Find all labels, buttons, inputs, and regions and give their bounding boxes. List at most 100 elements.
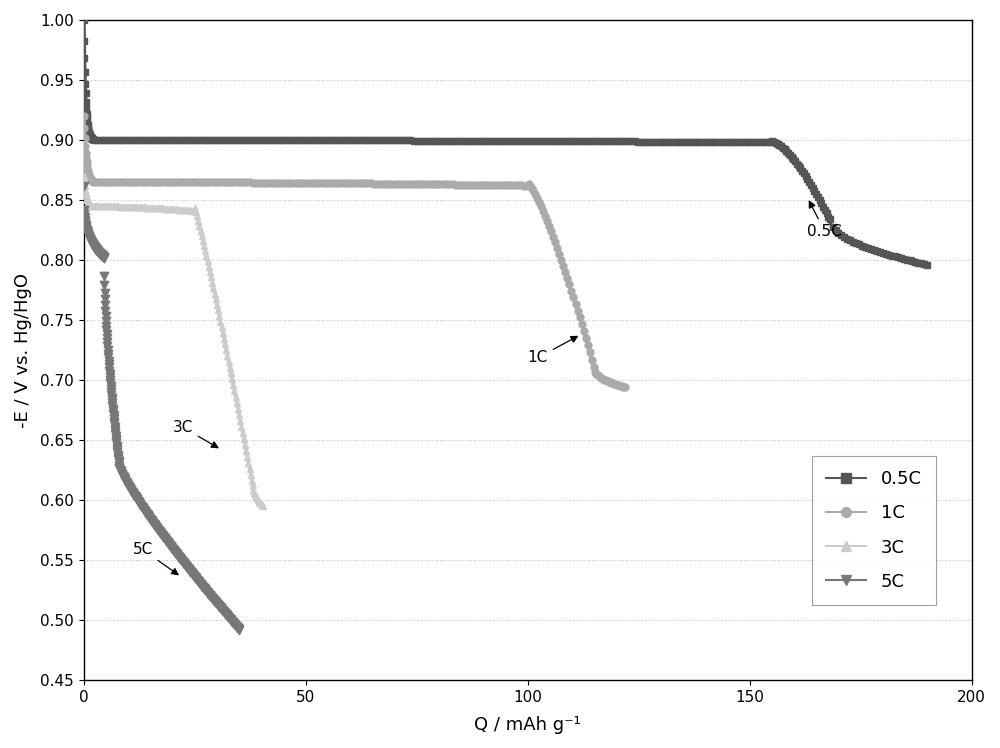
Point <box>147 521 163 533</box>
Point <box>158 534 174 546</box>
Point <box>197 584 213 596</box>
Point <box>211 601 227 613</box>
Text: 1C: 1C <box>528 337 577 365</box>
Point <box>215 605 231 617</box>
Point <box>95 251 111 263</box>
Point <box>120 479 136 491</box>
Point <box>111 462 127 473</box>
Point <box>121 481 137 493</box>
Point <box>92 248 108 260</box>
Point <box>222 613 238 625</box>
Point <box>108 432 124 444</box>
Point <box>145 517 161 529</box>
Point <box>211 600 227 612</box>
Point <box>222 613 238 625</box>
Point <box>88 243 104 255</box>
Text: 0.5C: 0.5C <box>807 201 842 239</box>
Point <box>183 566 199 578</box>
Point <box>89 245 105 257</box>
Point <box>93 249 109 261</box>
Point <box>197 583 213 595</box>
Point <box>82 234 98 246</box>
Point <box>99 332 115 344</box>
Point <box>119 478 135 490</box>
Point <box>131 497 147 509</box>
Point <box>231 623 247 635</box>
Point <box>214 604 230 616</box>
Point <box>90 246 106 258</box>
Point <box>196 582 212 594</box>
Point <box>207 595 223 607</box>
Point <box>136 504 152 516</box>
Point <box>96 251 112 263</box>
Point <box>173 554 189 566</box>
Point <box>174 555 190 567</box>
Point <box>159 536 175 548</box>
Point <box>128 492 144 504</box>
Point <box>134 501 150 513</box>
Point <box>76 203 92 215</box>
Point <box>164 543 180 555</box>
Point <box>181 564 197 576</box>
Point <box>208 597 224 609</box>
Point <box>111 456 127 468</box>
Point <box>79 227 95 239</box>
Point <box>157 533 173 545</box>
Point <box>146 518 162 530</box>
Point <box>205 594 221 606</box>
Point <box>87 242 103 254</box>
Point <box>198 585 214 597</box>
Point <box>109 442 125 454</box>
Point <box>208 596 224 608</box>
Point <box>226 618 242 630</box>
Point <box>187 571 203 583</box>
Point <box>102 374 118 386</box>
Point <box>92 248 108 260</box>
Point <box>111 459 127 471</box>
Point <box>185 568 201 580</box>
Point <box>113 466 129 478</box>
Point <box>143 515 159 527</box>
Point <box>126 488 142 500</box>
Point <box>226 619 242 631</box>
X-axis label: Q / mAh g⁻¹: Q / mAh g⁻¹ <box>474 716 581 734</box>
Y-axis label: -E / V vs. Hg/HgO: -E / V vs. Hg/HgO <box>14 272 32 428</box>
Point <box>229 621 245 633</box>
Point <box>164 542 180 554</box>
Point <box>228 619 244 631</box>
Point <box>213 603 229 615</box>
Point <box>91 247 107 259</box>
Point <box>175 557 191 568</box>
Point <box>107 420 123 432</box>
Point <box>210 599 226 611</box>
Point <box>147 519 163 531</box>
Point <box>80 230 96 242</box>
Point <box>116 471 132 483</box>
Point <box>118 476 134 488</box>
Point <box>176 558 192 570</box>
Point <box>191 577 207 589</box>
Point <box>152 526 168 538</box>
Point <box>125 488 141 500</box>
Point <box>206 595 222 607</box>
Point <box>195 581 211 593</box>
Point <box>216 607 232 619</box>
Point <box>217 607 233 619</box>
Point <box>179 562 195 574</box>
Point <box>190 574 206 586</box>
Point <box>86 241 102 253</box>
Point <box>110 449 126 461</box>
Point <box>85 239 101 251</box>
Point <box>139 509 155 521</box>
Point <box>87 242 103 254</box>
Point <box>161 538 177 550</box>
Text: 5C: 5C <box>133 542 178 574</box>
Point <box>101 355 117 367</box>
Point <box>169 549 185 561</box>
Point <box>77 215 93 227</box>
Point <box>104 394 120 406</box>
Point <box>119 476 135 488</box>
Point <box>184 568 200 580</box>
Point <box>189 574 205 586</box>
Point <box>95 251 111 263</box>
